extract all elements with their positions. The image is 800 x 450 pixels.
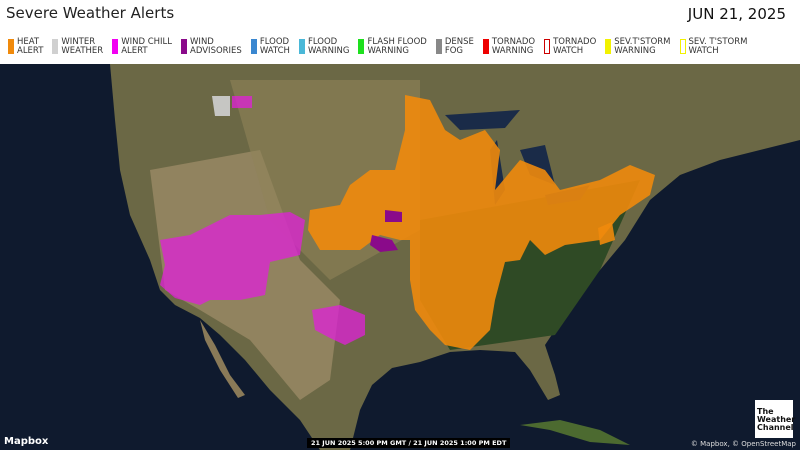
- legend-swatch: [544, 39, 551, 54]
- legend-swatch: [605, 39, 612, 54]
- legend-swatch: [358, 39, 365, 54]
- legend-label: WIND CHILL ALERT: [121, 37, 173, 56]
- legend-swatch: [112, 39, 119, 54]
- weather-channel-logo: The Weather Channel: [755, 400, 795, 438]
- legend-item: FLOOD WATCH: [250, 37, 290, 56]
- legend-label: DENSE FOG: [444, 37, 474, 56]
- legend-swatch: [679, 39, 686, 54]
- wind-advisory-region: [370, 210, 402, 252]
- weather-map[interactable]: Mapbox 21 JUN 2025 5:00 PM GMT / 21 JUN …: [0, 64, 800, 450]
- legend-label: FLOOD WATCH: [259, 37, 290, 56]
- legend-item: FLOOD WARNING: [298, 37, 350, 56]
- legend: HEAT ALERT WINTER WEATHER WIND CHILL ALERT…: [8, 38, 756, 55]
- legend-item: SEV. T'STORM WATCH: [679, 37, 748, 56]
- legend-item: WIND CHILL ALERT: [112, 38, 172, 55]
- legend-swatch: [250, 39, 257, 54]
- winter-weather-region: [212, 96, 230, 116]
- wind-chill-region-mt: [232, 96, 252, 108]
- legend-item: TORNADO WARNING: [482, 37, 536, 56]
- legend-item: DENSE FOG: [435, 37, 474, 56]
- legend-item: SEV.T'STORM WARNING: [605, 37, 671, 56]
- great-lakes: [445, 110, 590, 205]
- legend-label: WIND ADVISORIES: [190, 37, 242, 56]
- attribution[interactable]: © Mapbox, © OpenStreetMap: [690, 440, 796, 448]
- legend-item: WINTER WEATHER: [52, 38, 103, 55]
- baja: [200, 320, 245, 398]
- legend-label: TORNADO WATCH: [553, 37, 597, 56]
- legend-item: WIND ADVISORIES: [181, 38, 242, 55]
- legend-swatch: [435, 39, 442, 54]
- legend-item: FLASH FLOOD WARNING: [358, 37, 427, 56]
- legend-label: SEV. T'STORM WATCH: [688, 37, 748, 56]
- legend-label: FLOOD WARNING: [307, 37, 350, 56]
- wind-chill-region-sw: [312, 305, 365, 345]
- heat-alert-region: [308, 95, 655, 350]
- legend-item: HEAT ALERT: [8, 38, 43, 55]
- legend-item: TORNADO WATCH: [544, 38, 596, 55]
- header: Severe Weather Alerts JUN 21, 2025 HEAT …: [0, 0, 800, 64]
- page-title: Severe Weather Alerts: [6, 4, 175, 22]
- alert-date: JUN 21, 2025: [687, 5, 786, 23]
- wind-chill-region-west: [160, 212, 305, 305]
- cuba: [520, 420, 630, 445]
- legend-swatch: [482, 39, 489, 54]
- legend-label: HEAT ALERT: [17, 37, 44, 56]
- legend-swatch: [8, 39, 14, 54]
- legend-label: WINTER WEATHER: [61, 37, 104, 56]
- legend-swatch: [298, 39, 305, 54]
- legend-label: FLASH FLOOD WARNING: [367, 37, 427, 56]
- heat-alert-ne: [598, 222, 615, 245]
- timestamp: 21 JUN 2025 5:00 PM GMT / 21 JUN 2025 1:…: [307, 438, 511, 448]
- map-layer: [110, 64, 800, 450]
- mapbox-logo: Mapbox: [4, 436, 49, 447]
- legend-label: SEV.T'STORM WARNING: [614, 37, 671, 56]
- legend-swatch: [181, 39, 188, 54]
- legend-label: TORNADO WARNING: [491, 37, 536, 56]
- legend-swatch: [52, 39, 59, 54]
